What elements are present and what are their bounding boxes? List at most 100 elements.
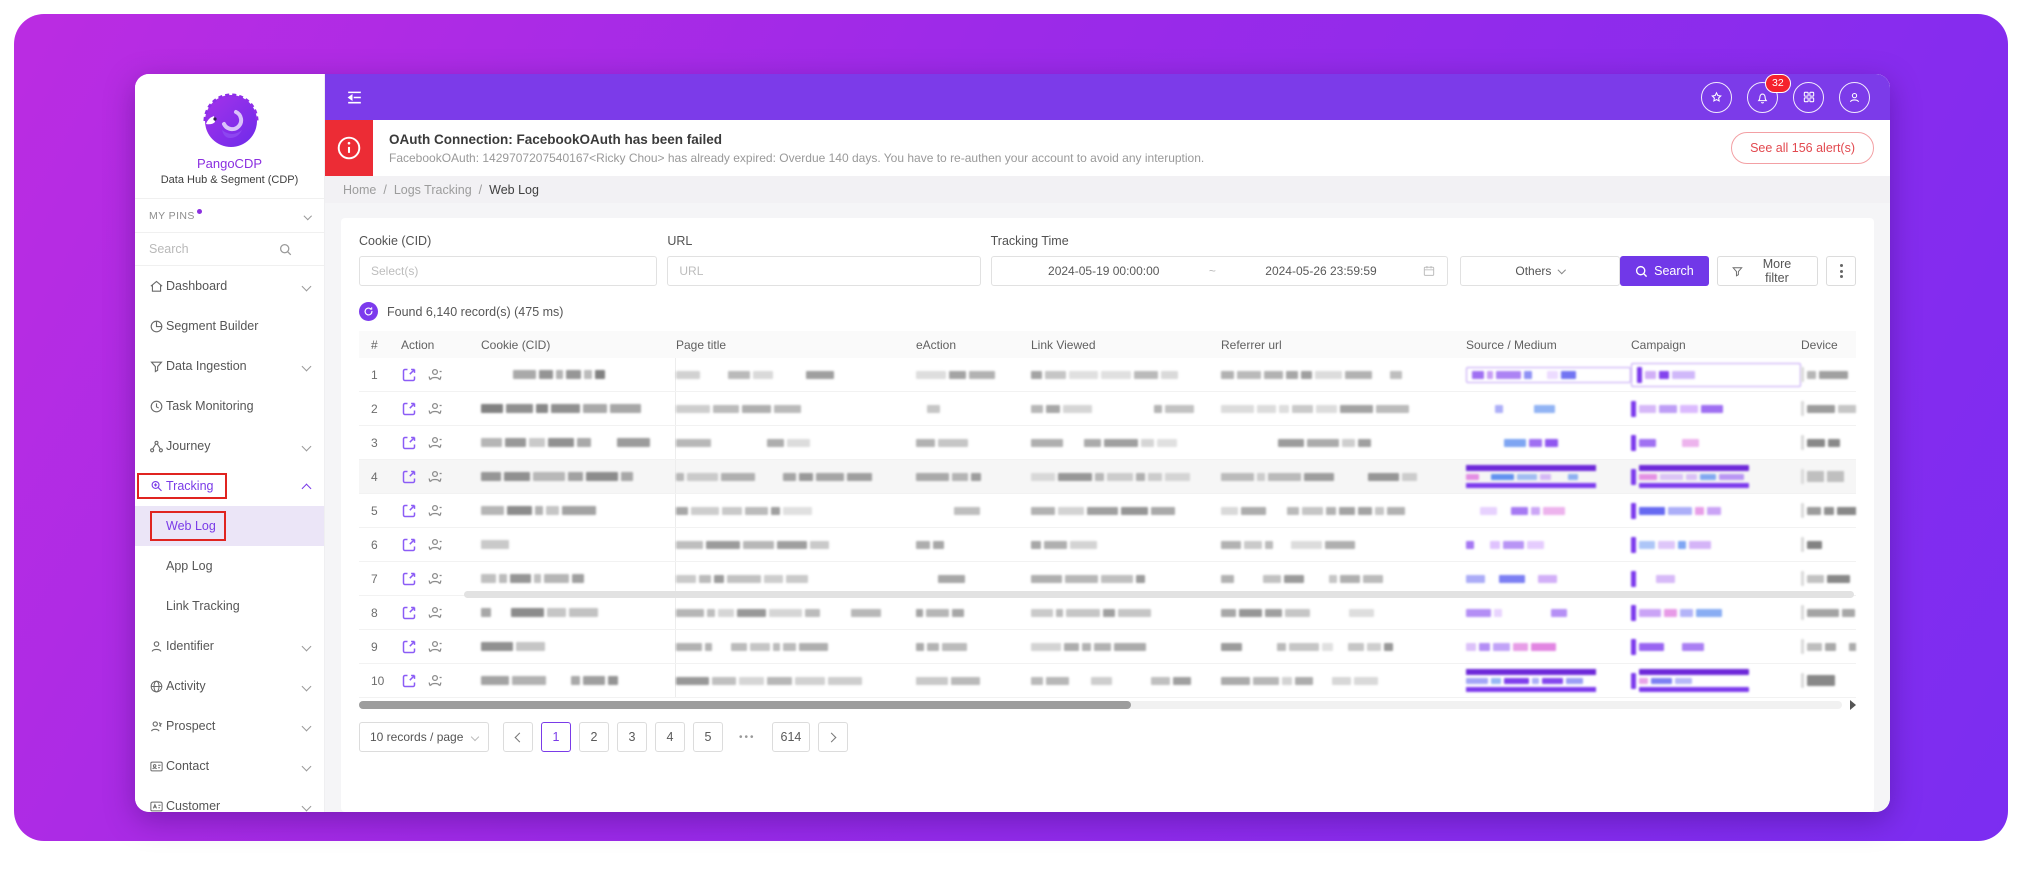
row-index: 2	[371, 401, 378, 416]
redacted-cell	[1031, 642, 1221, 651]
prev-page-button[interactable]	[503, 722, 533, 752]
sidebar-item-link-tracking[interactable]: Link Tracking	[166, 599, 240, 613]
open-detail-icon[interactable]	[401, 537, 417, 553]
apps-grid-icon[interactable]	[1793, 81, 1824, 113]
tracking-time-range-picker[interactable]: 2024-05-19 00:00:00 ~ 2024-05-26 23:59:5…	[990, 256, 1449, 286]
chevron-down-icon	[470, 732, 480, 742]
user-switch-icon[interactable]	[427, 367, 443, 383]
sidebar-item-activity[interactable]: Activity	[135, 666, 324, 706]
next-page-button[interactable]	[818, 722, 849, 752]
redacted-cell	[481, 540, 586, 549]
search-button[interactable]: Search	[1620, 256, 1709, 286]
page-size-select[interactable]: 10 records / page	[359, 722, 489, 752]
results-status: Found 6,140 record(s) (475 ms)	[359, 302, 1856, 321]
redacted-cell	[1031, 540, 1221, 549]
open-detail-icon[interactable]	[401, 435, 417, 451]
chevron-down-icon	[303, 211, 312, 220]
open-detail-icon[interactable]	[401, 469, 417, 485]
floating-horizontal-scrollbar[interactable]	[464, 591, 1854, 598]
others-selected-value: Others	[1515, 264, 1552, 278]
open-detail-icon[interactable]	[401, 367, 417, 383]
user-profile-icon[interactable]	[1839, 81, 1870, 113]
cookie-cid-input[interactable]	[371, 264, 646, 278]
sidebar-item-data-ingestion[interactable]: Data Ingestion	[135, 346, 324, 386]
more-actions-menu-button[interactable]	[1826, 256, 1857, 286]
redacted-cell	[676, 642, 916, 651]
user-switch-icon[interactable]	[427, 673, 443, 689]
user-switch-icon[interactable]	[427, 571, 443, 587]
url-field[interactable]	[667, 256, 981, 286]
open-detail-icon[interactable]	[401, 571, 417, 587]
open-detail-icon[interactable]	[401, 639, 417, 655]
redacted-cell	[676, 506, 916, 515]
scrollbar-thumb[interactable]	[359, 701, 1131, 709]
table-row[interactable]: 7	[359, 562, 1856, 596]
breadcrumb-separator: /	[383, 182, 387, 197]
sidebar-item-journey[interactable]: Journey	[135, 426, 324, 466]
sidebar-item-tracking[interactable]: Tracking	[135, 466, 324, 506]
user-switch-icon[interactable]	[427, 401, 443, 417]
see-all-alerts-button[interactable]: See all 156 alert(s)	[1731, 132, 1874, 164]
range-start-value[interactable]: 2024-05-19 00:00:00	[1048, 264, 1160, 278]
table-row[interactable]: 1	[359, 358, 1856, 392]
page-button-last[interactable]: 614	[771, 722, 811, 752]
redacted-cell	[1031, 506, 1221, 515]
sidebar-item-customer[interactable]: Customer	[135, 786, 324, 812]
calendar-icon	[1423, 266, 1435, 276]
table-row[interactable]: 2	[359, 392, 1856, 426]
page-button-4[interactable]: 4	[655, 722, 685, 752]
notifications-bell-icon[interactable]: 32	[1747, 74, 1791, 113]
table-row[interactable]: 6	[359, 528, 1856, 562]
whats-new-icon[interactable]	[1701, 81, 1732, 113]
user-switch-icon[interactable]	[427, 639, 443, 655]
scroll-right-arrow-icon[interactable]	[1850, 700, 1856, 710]
sidebar-item-web-log[interactable]: Web Log	[135, 506, 324, 546]
table-row[interactable]: 4	[359, 460, 1856, 494]
redacted-cell	[1221, 506, 1466, 515]
table-row[interactable]: 9	[359, 630, 1856, 664]
page-button-1[interactable]: 1	[541, 722, 571, 752]
page-button-3[interactable]: 3	[617, 722, 647, 752]
sidebar-item-app-log[interactable]: App Log	[166, 559, 213, 573]
sidebar-item-segment-builder[interactable]: Segment Builder	[135, 306, 324, 346]
table-row[interactable]: 10	[359, 664, 1856, 698]
user-switch-icon[interactable]	[427, 537, 443, 553]
table-row[interactable]: 5	[359, 494, 1856, 528]
redacted-cell	[916, 676, 1031, 685]
more-filter-button[interactable]: More filter	[1716, 256, 1819, 286]
user-switch-icon[interactable]	[427, 469, 443, 485]
user-switch-icon[interactable]	[427, 503, 443, 519]
sidebar-search[interactable]	[135, 232, 324, 266]
sidebar-search-input[interactable]	[149, 242, 279, 256]
url-input[interactable]	[679, 264, 969, 278]
user-switch-icon[interactable]	[427, 605, 443, 621]
my-pins-section[interactable]: MY PINS	[135, 198, 324, 232]
sidebar-item-contact[interactable]: Contact	[135, 746, 324, 786]
user-switch-icon[interactable]	[427, 435, 443, 451]
table-row[interactable]: 8	[359, 596, 1856, 630]
app-tagline: Data Hub & Segment (CDP)	[160, 174, 299, 186]
sidebar-item-prospect[interactable]: Prospect	[135, 706, 324, 746]
redacted-cell	[1466, 574, 1631, 583]
sidebar-item-task-monitoring[interactable]: Task Monitoring	[135, 386, 324, 426]
chevron-left-icon	[514, 732, 525, 742]
open-detail-icon[interactable]	[401, 605, 417, 621]
page-ellipsis[interactable]: •••	[731, 722, 764, 752]
sidebar-item-identifier[interactable]: Identifier	[135, 626, 324, 666]
page-button-5[interactable]: 5	[693, 722, 723, 752]
chevron-down-icon	[301, 721, 312, 731]
page-button-2[interactable]: 2	[579, 722, 609, 752]
cookie-cid-select[interactable]	[359, 256, 658, 286]
alert-banner: OAuth Connection: FacebookOAuth has been…	[325, 120, 1890, 176]
sidebar-item-dashboard[interactable]: Dashboard	[135, 266, 324, 306]
range-end-value[interactable]: 2024-05-26 23:59:59	[1265, 264, 1377, 278]
open-detail-icon[interactable]	[401, 401, 417, 417]
breadcrumb-home[interactable]: Home	[343, 182, 377, 197]
table-row[interactable]: 3	[359, 426, 1856, 460]
breadcrumb-logs-tracking[interactable]: Logs Tracking	[393, 182, 472, 197]
customer-card-icon	[148, 798, 164, 812]
others-dropdown[interactable]: Others	[1460, 256, 1621, 286]
open-detail-icon[interactable]	[401, 673, 417, 689]
menu-collapse-icon[interactable]	[345, 88, 364, 107]
open-detail-icon[interactable]	[401, 503, 417, 519]
